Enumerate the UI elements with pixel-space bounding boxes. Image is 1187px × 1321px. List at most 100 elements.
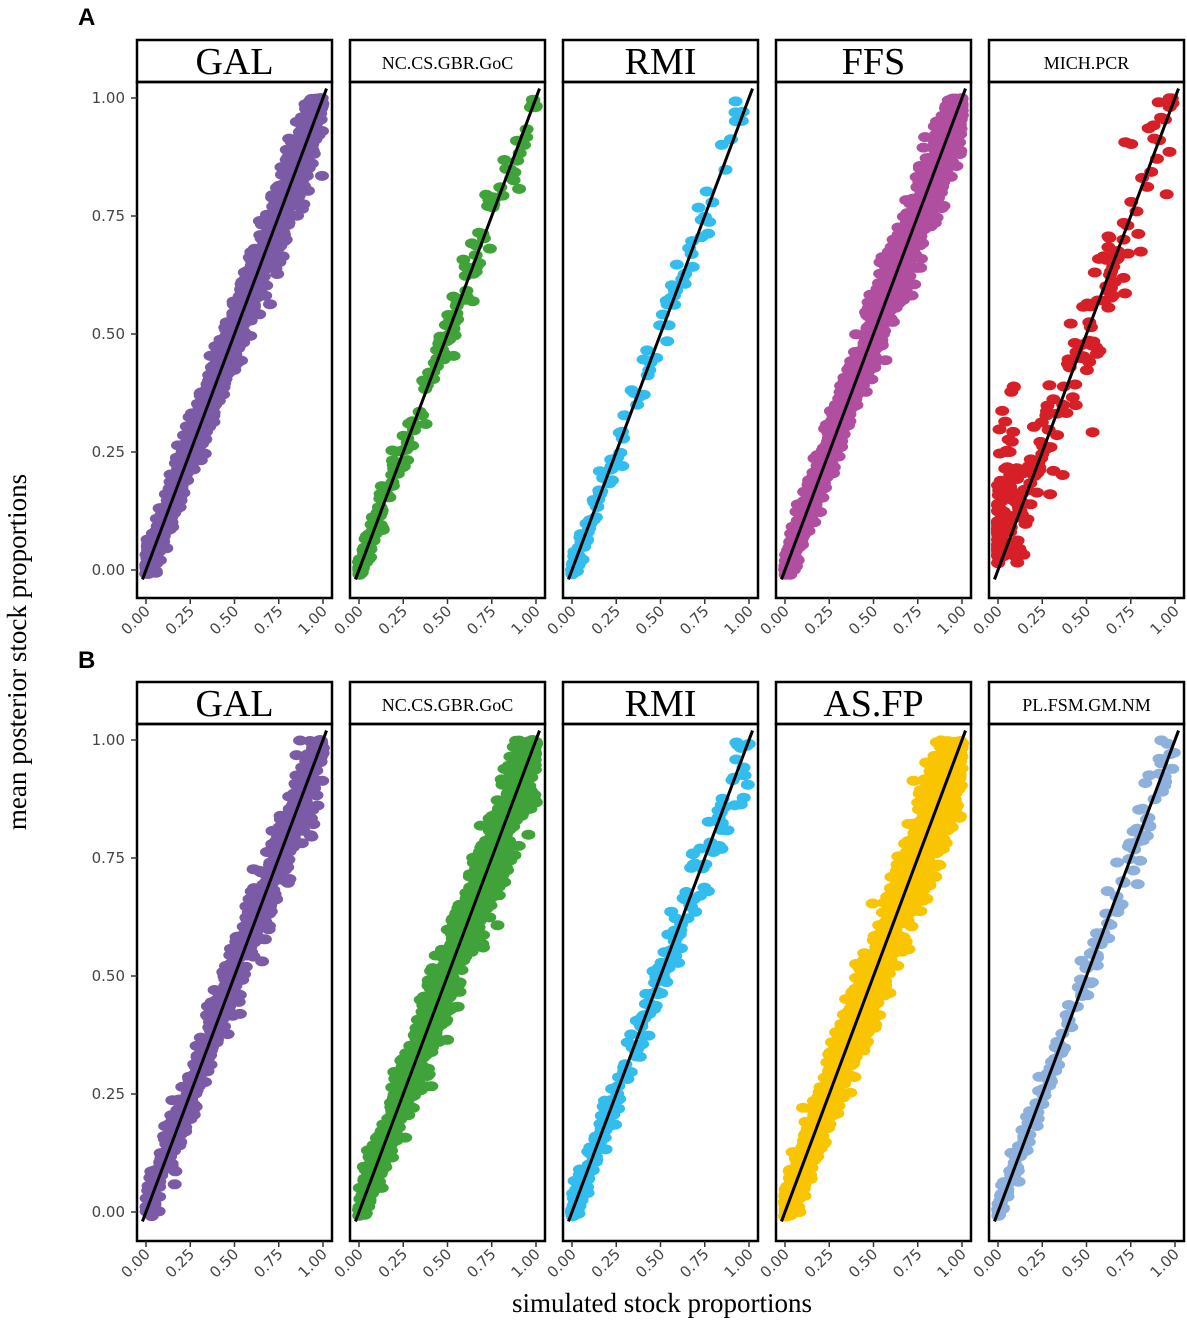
data-point [200,1066,215,1077]
facet-title: RMI [625,41,697,83]
y-tick-label: 0.25 [92,1085,125,1103]
data-point [1068,400,1083,411]
data-point [497,155,512,165]
data-point [889,243,904,254]
x-tick-label: 0.50 [845,602,881,638]
data-point [299,119,314,130]
data-point [507,167,522,178]
x-tick-label: 0.25 [588,602,624,638]
data-point [899,195,914,206]
data-point [165,1095,180,1106]
data-point [169,452,184,463]
data-point [204,997,219,1008]
reference-line [567,88,754,580]
facet-strip [987,38,1186,84]
data-point [728,107,743,118]
data-point [305,788,320,799]
data-point [1116,272,1131,283]
reference-line [780,88,967,580]
data-point [167,1179,182,1190]
data-point [164,1161,179,1172]
data-point [270,182,284,193]
data-point [640,345,655,356]
data-point [1104,292,1119,303]
data-point [144,1211,159,1222]
data-point [1023,454,1038,465]
data-point [685,261,700,272]
x-tick-label: 1.00 [933,602,969,638]
data-point [1131,228,1146,239]
y-tick-label: 0.75 [92,849,125,867]
y-tick-label: 0.50 [92,967,125,985]
data-point [385,455,400,466]
data-point [605,475,619,486]
data-point [275,859,290,870]
data-point [220,1029,235,1040]
data-point [664,280,679,291]
data-point [953,145,968,156]
data-point [482,243,497,254]
reference-line [141,88,328,580]
data-point [416,375,431,386]
facet-strip [774,38,973,84]
x-tick-label: 0.50 [206,602,242,638]
x-tick-label: 1.00 [294,602,330,638]
panel-letter-b: B [78,647,95,674]
data-point [1000,462,1015,473]
data-point [1042,380,1057,391]
x-tick-label: 0.25 [162,1245,198,1281]
data-point [881,272,896,283]
data-point [287,142,302,153]
data-point [1151,97,1166,108]
data-point [247,886,262,896]
facet-title: GAL [195,41,273,83]
data-point [173,495,188,506]
data-point [418,419,433,429]
x-tick-label: 1.00 [720,602,756,638]
data-point [262,899,277,910]
data-point [506,175,521,186]
data-point [991,499,1006,510]
data-point [230,990,245,1001]
facet-strip [135,38,334,84]
facet-strip [348,680,547,726]
data-point [1085,427,1100,438]
data-point [933,184,948,195]
data-point [728,96,743,107]
data-point [1029,487,1044,498]
data-point [1118,288,1132,299]
x-tick-label: 0.75 [250,602,286,638]
data-point [373,488,388,499]
data-point [928,138,942,149]
x-tick-label: 0.25 [162,602,198,638]
data-point [178,1126,193,1137]
data-point [1087,267,1102,278]
data-point [914,180,929,191]
reference-line [354,88,541,580]
data-point [185,1105,200,1115]
data-point [206,417,221,427]
data-point [305,804,320,815]
x-tick-label: 0.75 [676,602,712,638]
data-point [876,282,891,293]
data-point [891,222,906,233]
x-tick-label: 0.25 [801,602,837,638]
x-tick-label: 0.75 [463,602,499,638]
data-point [899,290,914,301]
data-point [998,416,1013,427]
data-point [1159,189,1174,200]
facet-title: NC.CS.GBR.GoC [382,53,514,73]
data-point [315,170,329,181]
data-point [289,750,304,761]
data-point [1026,421,1041,432]
data-point [936,158,951,169]
data-point [306,743,320,754]
facet-strip [135,680,334,726]
data-point [835,394,850,405]
facet-title: MICH.PCR [1044,53,1130,73]
x-tick-label: 0.00 [330,602,366,638]
x-tick-label: 1.00 [1146,602,1182,638]
